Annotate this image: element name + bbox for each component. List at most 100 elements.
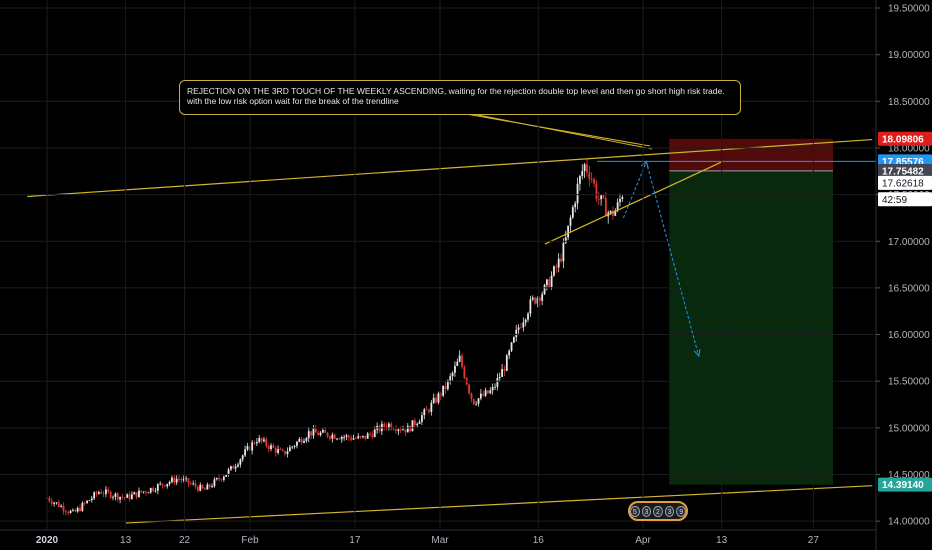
price-tag[interactable] bbox=[878, 175, 932, 190]
candle-body bbox=[362, 435, 364, 437]
candle-body bbox=[86, 500, 88, 504]
x-tick-label: Feb bbox=[241, 535, 259, 546]
candle-body bbox=[597, 199, 600, 200]
candle-body bbox=[527, 313, 529, 320]
candle-body bbox=[260, 438, 263, 442]
candle-body bbox=[326, 432, 329, 437]
candle-body bbox=[409, 425, 412, 432]
candle-body bbox=[64, 511, 67, 513]
candle-body bbox=[484, 390, 487, 396]
candle-body bbox=[135, 492, 138, 498]
trendline-upper-weekly[interactable] bbox=[27, 138, 873, 198]
candle-body bbox=[161, 483, 164, 486]
candle-body bbox=[489, 390, 492, 394]
candle-body bbox=[227, 469, 230, 475]
drawings bbox=[27, 113, 876, 524]
event-badge[interactable]: 5 bbox=[630, 505, 640, 517]
candle-body bbox=[145, 491, 147, 493]
candle-body bbox=[590, 178, 593, 180]
price-tag[interactable] bbox=[878, 163, 932, 178]
candle-body bbox=[244, 449, 246, 456]
candle-body bbox=[461, 355, 463, 367]
candle-body bbox=[491, 387, 494, 391]
candle-body bbox=[324, 430, 327, 433]
candle-body bbox=[463, 366, 466, 378]
price-tag[interactable] bbox=[878, 192, 932, 207]
candle-body bbox=[383, 423, 386, 427]
candle-body bbox=[114, 493, 117, 497]
candle-body bbox=[343, 436, 346, 438]
candle-body bbox=[494, 386, 496, 388]
trendline-short-ascending[interactable] bbox=[544, 161, 722, 245]
event-badge[interactable]: 3 bbox=[664, 505, 675, 517]
candle-body bbox=[192, 483, 195, 485]
candle-body bbox=[107, 489, 110, 492]
candle-body bbox=[482, 393, 485, 396]
candle-body bbox=[329, 436, 331, 439]
candle-body bbox=[265, 439, 268, 446]
candle-body bbox=[284, 450, 287, 455]
candle-body bbox=[505, 355, 508, 371]
candle-body bbox=[406, 425, 409, 433]
candle-body bbox=[364, 435, 367, 439]
take-profit-zone[interactable] bbox=[669, 170, 833, 485]
price-tag[interactable] bbox=[878, 477, 932, 492]
event-badges[interactable]: 5 3 2 3 9 bbox=[628, 501, 688, 521]
event-badge[interactable]: 3 bbox=[641, 505, 652, 517]
candle-body bbox=[534, 297, 537, 304]
candle-body bbox=[50, 501, 53, 504]
candle-body bbox=[288, 447, 291, 452]
candle-body bbox=[550, 275, 553, 287]
candle-body bbox=[166, 483, 169, 487]
candle-body bbox=[477, 398, 480, 404]
candle-body bbox=[541, 294, 544, 301]
candle-body bbox=[314, 428, 317, 433]
candle-body bbox=[138, 490, 140, 498]
event-badge[interactable]: 9 bbox=[676, 505, 686, 517]
candle-body bbox=[501, 369, 503, 377]
candle-body bbox=[140, 490, 143, 493]
candle-body bbox=[156, 484, 159, 491]
candle-body bbox=[208, 484, 211, 487]
candle-body bbox=[255, 442, 258, 444]
candle-body bbox=[206, 484, 209, 490]
event-badge[interactable]: 2 bbox=[653, 505, 663, 517]
candle-body bbox=[498, 376, 501, 379]
candle-body bbox=[536, 297, 539, 304]
candle-body bbox=[531, 297, 534, 300]
candle-body bbox=[553, 266, 555, 276]
candle-body bbox=[187, 478, 190, 484]
candle-body bbox=[218, 478, 221, 480]
candle-body bbox=[263, 439, 265, 442]
annotation-line-1: REJECTION ON THE 3RD TOUCH OF THE WEEKLY… bbox=[187, 86, 725, 96]
candle-body bbox=[246, 446, 249, 450]
candle-body bbox=[338, 438, 341, 440]
candle-body bbox=[378, 425, 381, 432]
candle-body bbox=[121, 496, 124, 498]
candle-body bbox=[62, 505, 65, 512]
candle-body bbox=[430, 402, 433, 412]
candle-body bbox=[569, 217, 572, 226]
x-tick-label: 17 bbox=[349, 535, 361, 546]
candle-body bbox=[291, 446, 294, 448]
candle-body bbox=[331, 434, 334, 439]
annotation-callout[interactable]: REJECTION ON THE 3RD TOUCH OF THE WEEKLY… bbox=[179, 80, 741, 115]
candle-body bbox=[168, 481, 171, 484]
candle-body bbox=[503, 369, 506, 371]
y-tick-label: 19.50000 bbox=[888, 4, 930, 15]
candle-body bbox=[154, 490, 157, 492]
candle-body bbox=[213, 479, 216, 487]
candle-body bbox=[437, 393, 440, 403]
candles bbox=[46, 158, 624, 516]
candle-body bbox=[57, 502, 60, 507]
candle-body bbox=[321, 430, 324, 433]
candle-body bbox=[404, 429, 407, 433]
candle-body bbox=[274, 447, 277, 453]
candle-body bbox=[397, 429, 400, 431]
x-tick-label: 27 bbox=[808, 535, 820, 546]
candle-body bbox=[119, 496, 121, 500]
candle-body bbox=[173, 477, 176, 483]
candle-body bbox=[222, 476, 225, 480]
price-tag[interactable] bbox=[878, 131, 932, 146]
candle-body bbox=[510, 342, 513, 351]
